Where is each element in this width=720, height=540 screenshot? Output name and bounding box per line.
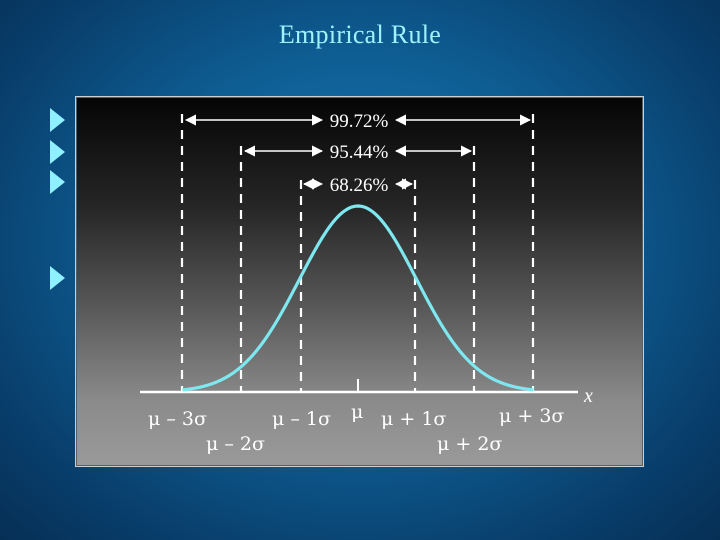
label-68-26-percent: 68.26% <box>330 175 389 196</box>
triangle-bullet-icon <box>50 140 65 164</box>
label-mu-minus-3-sigma: μ – 3σ <box>148 408 207 430</box>
label-mu-plus-3-sigma: μ + 3σ <box>499 405 564 427</box>
interval-arrows <box>184 114 532 190</box>
diagram-panel <box>75 96 644 467</box>
label-95-44-percent: 95.44% <box>330 142 389 163</box>
label-mu-minus-1-sigma: μ – 1σ <box>272 408 331 430</box>
triangle-bullet-icon <box>50 170 65 194</box>
label-mu: μ <box>351 401 363 423</box>
label-99-72-percent: 99.72% <box>330 111 389 132</box>
sigma-dashed-lines <box>180 114 535 392</box>
x-axis-label: x <box>583 385 593 407</box>
label-mu-plus-2-sigma: μ + 2σ <box>437 433 502 455</box>
normal-curve <box>182 204 534 392</box>
triangle-bullet-icon <box>50 108 65 132</box>
slide-title: Empirical Rule <box>278 20 442 49</box>
triangle-bullet-icon <box>50 266 65 290</box>
label-mu-minus-2-sigma: μ – 2σ <box>206 433 265 455</box>
label-mu-plus-1-sigma: μ + 1σ <box>381 408 446 430</box>
